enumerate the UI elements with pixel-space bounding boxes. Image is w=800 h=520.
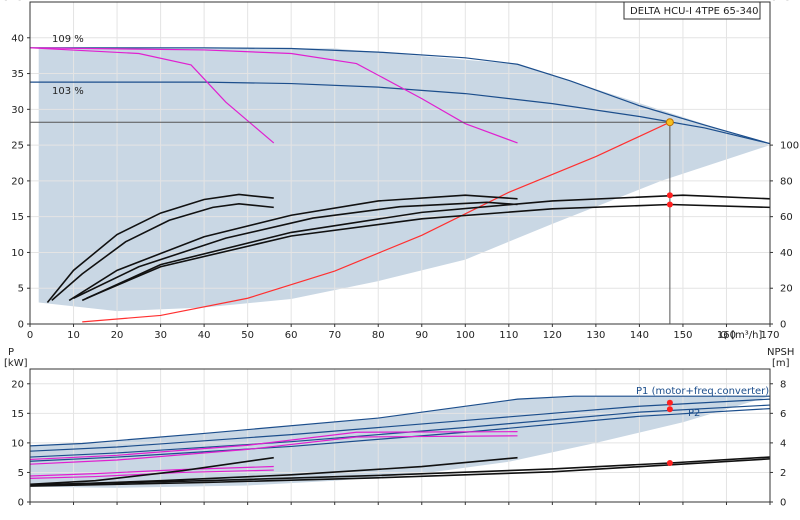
series-line-4 — [29, 431, 518, 461]
series-line-5 — [46, 193, 274, 304]
duty-point-efficiency-marker — [666, 192, 673, 199]
series-label-109: 109 % — [52, 34, 84, 45]
series-line-9 — [81, 194, 771, 302]
x-tick-label: 100 — [456, 330, 475, 341]
x-tick-label: 50 — [241, 330, 254, 341]
y-tick-label: 15 — [11, 409, 24, 420]
series-line-0 — [30, 47, 771, 145]
series-line-7 — [29, 469, 274, 479]
title-box — [623, 1, 761, 20]
y-tick-label: 15 — [11, 212, 24, 223]
series-line-3 — [29, 408, 771, 462]
y-tick-label: 35 — [11, 69, 24, 80]
x-tick-label: 150 — [673, 330, 692, 341]
series-line-0 — [29, 395, 770, 447]
x-tick-label: 130 — [586, 330, 605, 341]
x-tick-label: 30 — [154, 330, 167, 341]
plot-frame — [29, 1, 771, 325]
x-tick-label: 60 — [285, 330, 298, 341]
y-right-tick-label: 80 — [780, 176, 793, 187]
operating-range-area — [38, 47, 771, 312]
y-right-tick-label: 8 — [780, 379, 786, 390]
plot-frame — [29, 368, 771, 503]
x-tick-label: 10 — [67, 330, 80, 341]
y-right-tick-label: 2 — [780, 468, 786, 479]
y-right-tick-label: 60 — [780, 212, 793, 223]
y-tick-label: 5 — [18, 284, 24, 295]
series-line-4 — [82, 121, 671, 323]
series-line-1 — [29, 398, 771, 452]
operating-range-area — [30, 396, 770, 488]
y-tick-label: 20 — [11, 379, 24, 390]
y-right-tick-label: 20 — [780, 284, 793, 295]
y-tick-label: 40 — [11, 33, 24, 44]
series-line-6 — [29, 465, 274, 477]
y-right-tick-label: 0 — [780, 498, 786, 509]
y-axis-label: P — [8, 347, 14, 358]
x-tick-label: 40 — [198, 330, 211, 341]
x-tick-label: 90 — [415, 330, 428, 341]
x-tick-label: 160 — [717, 330, 736, 341]
y-right-axis-label: NPSH — [767, 347, 794, 358]
series-line-2 — [29, 404, 771, 458]
x-tick-label: 140 — [630, 330, 649, 341]
series-line-8 — [29, 456, 274, 486]
series-line-7 — [68, 194, 518, 302]
x-tick-label: 0 — [27, 330, 33, 341]
series-label-103: 103 % — [52, 86, 84, 97]
series-line-3 — [29, 47, 518, 144]
duty-point-marker — [665, 118, 674, 127]
y-axis-unit: [m] — [4, 0, 22, 2]
duty-point-marker — [666, 399, 673, 406]
y-tick-label: 10 — [11, 438, 24, 449]
y-tick-label: 5 — [18, 468, 24, 479]
y-right-tick-label: 100 — [780, 141, 799, 152]
x-tick-label: 20 — [111, 330, 124, 341]
x-tick-label: 110 — [499, 330, 518, 341]
y-right-tick-label: 0 — [780, 320, 786, 331]
x-tick-label: 70 — [328, 330, 341, 341]
series-label-p2: P2 — [688, 408, 700, 419]
y-right-tick-label: 4 — [780, 438, 786, 449]
y-tick-label: 0 — [18, 320, 24, 331]
y-right-tick-label: 6 — [780, 409, 786, 420]
series-line-10 — [29, 456, 771, 486]
duty-point-marker — [666, 459, 673, 466]
x-tick-label: 120 — [543, 330, 562, 341]
y-right-tick-label: 40 — [780, 248, 793, 259]
series-line-6 — [51, 202, 274, 301]
duty-point-marker — [666, 406, 673, 413]
x-tick-label: 170 — [760, 330, 779, 341]
head-efficiency-plot: 0510152025303540020406080100H[m]eta[%]01… — [4, 0, 799, 341]
x-axis-label: Q [m³/h] — [720, 330, 762, 341]
x-tick-label: 80 — [372, 330, 385, 341]
series-line-2 — [29, 47, 275, 144]
y-tick-label: 10 — [11, 248, 24, 259]
series-label-p1: P1 (motor+freq.converter) — [636, 386, 769, 397]
series-line-11 — [29, 458, 771, 487]
power-npsh-plot: 0 5 10 15 20 0 2 4 6 8 P[kW] NPSH[m] P1 (motor+freq.… — [4, 347, 794, 509]
duty-point-efficiency-marker — [666, 201, 673, 208]
y-tick-label: 20 — [11, 176, 24, 187]
series-line-8 — [73, 201, 518, 299]
series-line-5 — [29, 435, 518, 465]
y-axis-unit: [kW] — [4, 358, 28, 369]
y-right-axis-unit: [m] — [772, 358, 790, 369]
y-right-axis-unit: [%] — [772, 0, 789, 2]
y-tick-label: 25 — [11, 141, 24, 152]
y-tick-label: 30 — [11, 105, 24, 116]
chart-title: DELTA HCU-I 4TPE 65-340 — [630, 6, 759, 17]
y-tick-label: 0 — [18, 498, 24, 509]
